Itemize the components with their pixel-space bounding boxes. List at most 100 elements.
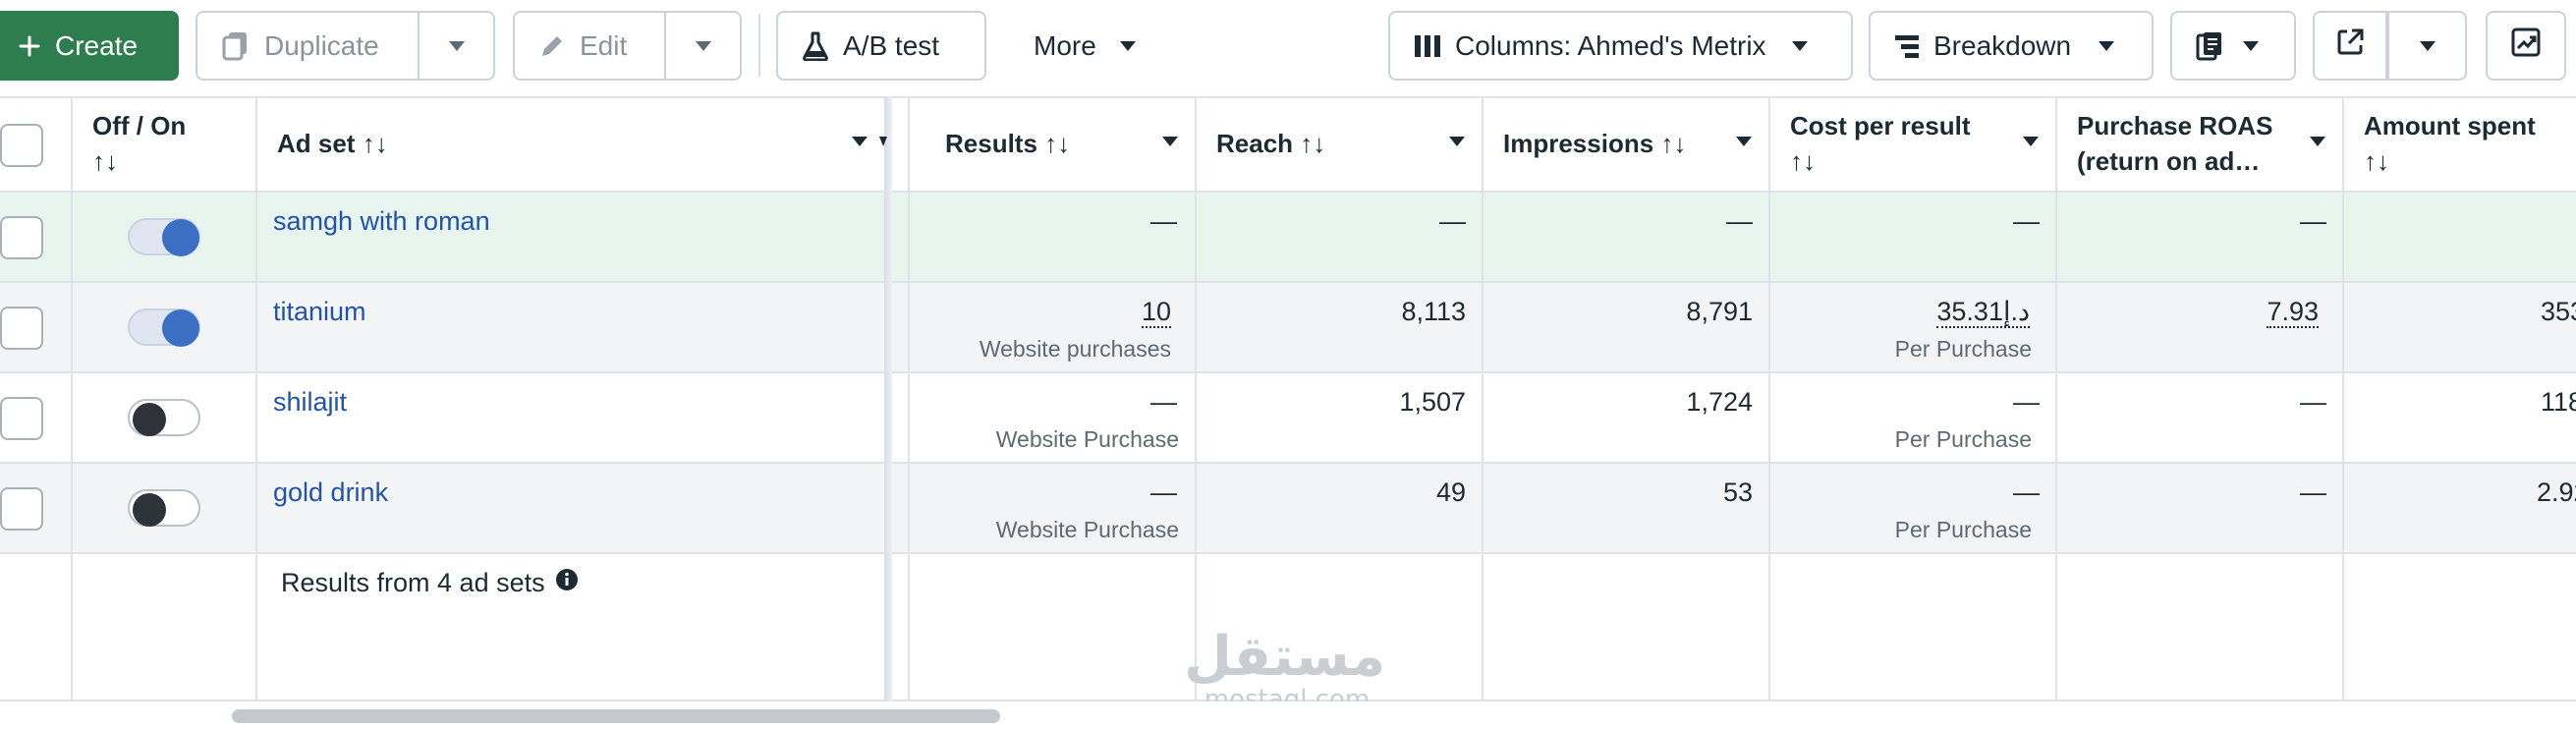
sort-icon[interactable]: ↑↓: [1790, 146, 1816, 176]
frozen-column-divider: [884, 96, 892, 701]
sort-icon[interactable]: ↑↓: [1044, 129, 1071, 158]
external-link-icon: [2335, 28, 2365, 64]
sort-icon[interactable]: ↑↓: [2364, 146, 2389, 176]
results-value[interactable]: 10: [1141, 297, 1171, 328]
roas-value: —: [2300, 387, 2326, 417]
breakdown-label: Breakdown: [1933, 29, 2072, 61]
header-label: (return on ad…: [2077, 146, 2261, 176]
cost-per-result-value: —: [2013, 387, 2040, 417]
sort-icon[interactable]: ↑↓: [1300, 129, 1326, 158]
columns-label: Columns: Ahmed's Metrix: [1455, 29, 1766, 61]
amount-spent-value: 353.00: [2541, 297, 2576, 326]
row-checkbox[interactable]: [0, 397, 43, 440]
caret-down-icon: [879, 137, 887, 146]
ad-set-toggle[interactable]: [128, 489, 200, 527]
ad-set-toggle[interactable]: [128, 399, 200, 436]
table-row-bg: [0, 283, 2576, 373]
impressions-value: 8,791: [1686, 297, 1753, 326]
cost-per-result-value[interactable]: 35.31د.إ: [1936, 297, 2030, 328]
more-button[interactable]: More: [1034, 11, 1138, 81]
info-icon[interactable]: [555, 568, 579, 598]
columns-icon: [1414, 33, 1441, 59]
duplicate-dropdown-button[interactable]: [420, 11, 495, 81]
more-label: More: [1034, 29, 1096, 61]
results-value: —: [1150, 387, 1177, 417]
cost-per-result-value: —: [2013, 477, 2040, 507]
duplicate-button[interactable]: Duplicate: [196, 11, 420, 81]
ad-set-toggle[interactable]: [128, 218, 200, 256]
cost-type-label: Per Purchase: [1894, 517, 2032, 542]
header-label: Purchase ROAS: [2077, 111, 2273, 140]
duplicate-icon: [221, 30, 251, 62]
edit-button[interactable]: Edit: [513, 11, 666, 81]
column-header-off-on[interactable]: Off / On ↑↓: [73, 96, 255, 191]
header-label: Ad set: [277, 129, 356, 158]
reach-value: 1,507: [1399, 387, 1466, 417]
reach-value: 49: [1435, 477, 1466, 507]
select-all-checkbox[interactable]: [0, 124, 43, 167]
header-label: Impressions: [1503, 129, 1654, 158]
results-type-label: Website Purchase: [995, 426, 1179, 452]
header-label: Results: [945, 129, 1037, 158]
ab-test-button[interactable]: A/B test: [776, 11, 986, 81]
caret-down-icon[interactable]: [2309, 136, 2326, 147]
cost-per-result-value: —: [2013, 206, 2040, 236]
caret-down-icon[interactable]: [851, 136, 868, 147]
caret-down-icon: [2099, 40, 2115, 51]
trend-chart-icon: [2511, 28, 2541, 64]
caret-down-icon[interactable]: [1735, 136, 1753, 147]
ad-set-name-link[interactable]: samgh with roman: [273, 206, 490, 236]
create-button[interactable]: Create: [0, 11, 179, 81]
row-checkbox[interactable]: [0, 216, 43, 259]
column-header-cost-per-result[interactable]: Cost per result ↑↓: [1770, 96, 2026, 191]
breakdown-icon: [1894, 33, 1920, 59]
ad-set-name-link[interactable]: titanium: [273, 297, 366, 326]
export-dropdown-button[interactable]: [2387, 11, 2467, 81]
header-label: Off / On: [92, 111, 187, 140]
table-row-selected-bg: [0, 193, 2576, 283]
row-checkbox[interactable]: [0, 307, 43, 350]
roas-value: —: [2300, 206, 2326, 236]
ad-set-name-link[interactable]: shilajit: [273, 387, 348, 417]
plus-icon: [18, 34, 41, 58]
table-row-bg: [0, 373, 2576, 464]
results-type-label: Website Purchase: [995, 517, 1179, 542]
cost-type-label: Per Purchase: [1894, 426, 2032, 452]
reports-dropdown[interactable]: [2170, 11, 2296, 81]
row-checkbox[interactable]: [0, 487, 43, 531]
toggle-knob: [162, 309, 199, 347]
column-header-amount-spent[interactable]: Amount spent ↑↓: [2344, 96, 2576, 191]
caret-down-icon[interactable]: [2022, 136, 2040, 147]
toggle-knob: [133, 403, 166, 436]
edit-dropdown-button[interactable]: [666, 11, 742, 81]
columns-dropdown[interactable]: Columns: Ahmed's Metrix: [1388, 11, 1853, 81]
column-header-results[interactable]: Results ↑↓: [925, 96, 1171, 191]
ad-set-name-link[interactable]: gold drink: [273, 477, 389, 507]
results-summary: Results from 4 ad sets: [281, 568, 579, 598]
column-header-purchase-roas[interactable]: Purchase ROAS (return on ad…: [2057, 96, 2313, 191]
charts-button[interactable]: [2486, 11, 2566, 81]
header-label: Amount spent: [2364, 111, 2536, 140]
report-icon: [2196, 31, 2223, 61]
pencil-icon: [538, 32, 566, 60]
export-button[interactable]: [2313, 11, 2387, 81]
horizontal-scrollbar-thumb[interactable]: [232, 709, 1000, 723]
sort-icon[interactable]: ↑↓: [362, 129, 388, 158]
results-type-label: Website purchases: [979, 336, 1171, 362]
breakdown-dropdown[interactable]: Breakdown: [1869, 11, 2154, 81]
caret-down-icon: [2243, 40, 2259, 51]
sort-icon[interactable]: ↑↓: [1660, 129, 1687, 158]
ad-set-toggle[interactable]: [128, 308, 200, 347]
caret-down-icon[interactable]: [1161, 136, 1179, 147]
column-header-reach[interactable]: Reach ↑↓: [1197, 96, 1442, 191]
column-header-ad-set[interactable]: Ad set ↑↓: [257, 96, 867, 191]
toolbar: Create Duplicate Edit A/B test More Colu…: [0, 0, 2576, 94]
caret-down-icon: [695, 40, 711, 51]
impressions-value: —: [1726, 206, 1753, 236]
results-value: —: [1150, 206, 1177, 236]
roas-value[interactable]: 7.93: [2267, 297, 2319, 328]
column-header-impressions[interactable]: Impressions ↑↓: [1484, 96, 1739, 191]
caret-down-icon[interactable]: [1448, 136, 1466, 147]
create-label: Create: [55, 29, 139, 61]
sort-icon[interactable]: ↑↓: [92, 146, 118, 176]
